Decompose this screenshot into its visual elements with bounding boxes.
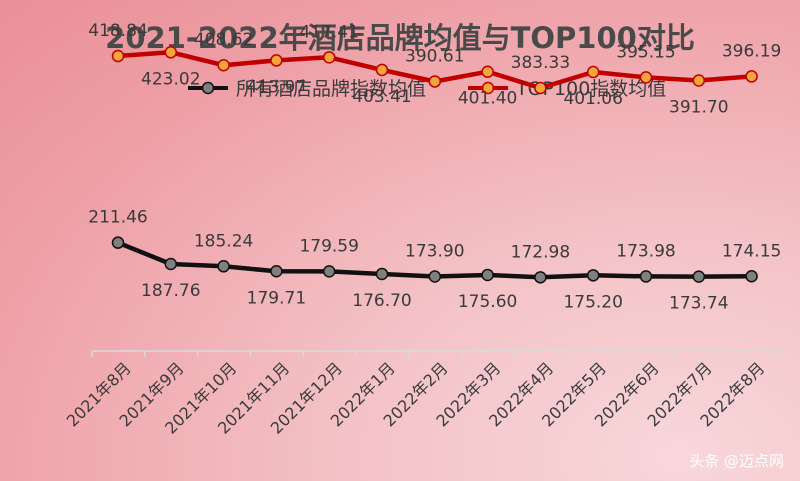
- data-label: 211.46: [88, 208, 147, 228]
- data-point: [164, 46, 178, 59]
- data-label: 390.61: [405, 46, 464, 66]
- data-label: 395.15: [616, 42, 675, 62]
- data-label: 173.98: [616, 241, 675, 261]
- data-point: [534, 271, 547, 284]
- data-label: 172.98: [511, 242, 570, 262]
- legend-label-0: 所有酒店品牌指数均值: [236, 78, 426, 100]
- data-point: [217, 260, 230, 273]
- data-point: [639, 71, 653, 84]
- data-label: 408.62: [194, 30, 253, 50]
- data-label: 185.24: [194, 231, 253, 251]
- data-point: [428, 270, 442, 283]
- data-point: [322, 265, 336, 278]
- data-label: 417.41: [299, 22, 358, 42]
- data-label: 413.97: [247, 77, 306, 97]
- data-label: 403.41: [352, 87, 411, 107]
- data-point: [692, 270, 706, 283]
- data-label: 179.71: [247, 288, 306, 308]
- data-label: 175.60: [458, 292, 517, 312]
- data-label: 173.90: [405, 241, 464, 261]
- data-point: [270, 265, 283, 278]
- data-point: [322, 51, 336, 64]
- data-point: [481, 268, 494, 282]
- data-label: 401.40: [458, 89, 517, 109]
- data-label: 179.59: [299, 236, 358, 256]
- data-label: 174.15: [722, 241, 781, 261]
- data-label: 187.76: [141, 281, 200, 301]
- data-point: [164, 257, 178, 271]
- data-point: [375, 63, 389, 77]
- data-point: [692, 74, 706, 87]
- data-point: [745, 270, 758, 283]
- data-label: 175.20: [563, 292, 622, 312]
- data-point: [375, 267, 389, 281]
- data-point: [481, 65, 494, 78]
- data-point: [217, 58, 230, 72]
- data-point: [745, 70, 758, 83]
- data-label: 176.70: [352, 291, 411, 311]
- data-label: 391.70: [669, 97, 728, 117]
- data-label: 383.33: [511, 53, 570, 73]
- chart-title: 2021-2022年酒店品牌均值与TOP100对比: [105, 21, 695, 55]
- data-label: 418.84: [88, 21, 147, 41]
- data-point: [270, 54, 283, 67]
- data-point: [586, 65, 600, 79]
- data-label: 401.06: [563, 89, 622, 109]
- watermark-text: 头条 @迈点网: [689, 452, 784, 470]
- data-point: [586, 269, 600, 282]
- data-label: 423.02: [141, 69, 200, 89]
- data-point: [534, 81, 547, 95]
- data-label: 173.74: [669, 294, 728, 314]
- legend-marker-1: [481, 81, 495, 95]
- data-point: [428, 75, 442, 88]
- legend-marker-0: [201, 81, 215, 95]
- data-point: [111, 49, 125, 63]
- data-point: [111, 236, 125, 249]
- data-point: [639, 270, 653, 283]
- data-label: 396.19: [722, 41, 781, 61]
